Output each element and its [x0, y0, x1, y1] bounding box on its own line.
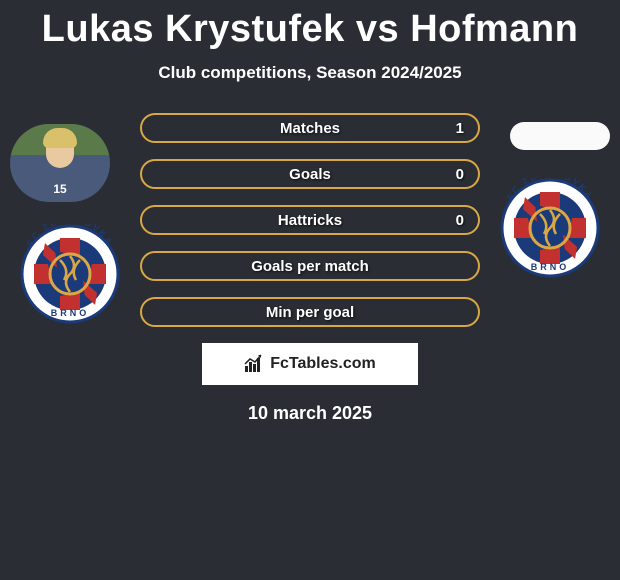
svg-text:BRNO: BRNO	[51, 308, 90, 318]
stat-label: Matches	[280, 120, 340, 137]
stat-row: Goals 0	[140, 159, 480, 189]
footer-brand-box: FcTables.com	[202, 343, 418, 385]
svg-text:BRNO: BRNO	[531, 262, 570, 272]
stat-label: Hattricks	[278, 212, 342, 229]
footer-brand-text: FcTables.com	[270, 355, 376, 373]
stat-label: Goals	[289, 166, 331, 183]
page-title: Lukas Krystufek vs Hofmann	[0, 0, 620, 51]
stat-label: Min per goal	[266, 304, 354, 321]
player-left-avatar: 15	[10, 124, 110, 202]
date-text: 10 march 2025	[0, 403, 620, 424]
club-right-badge: FC ZBROJOVKA BRNO	[500, 178, 600, 278]
stat-row: Goals per match	[140, 251, 480, 281]
stat-value-right: 0	[456, 166, 464, 183]
player-left-jersey-number: 15	[53, 182, 66, 196]
stats-container: Matches 1 Goals 0 Hattricks 0 Goals per …	[140, 113, 480, 327]
stat-value-right: 0	[456, 212, 464, 229]
club-badge-icon: FC ZBROJOVKA BRNO	[20, 224, 120, 324]
subtitle: Club competitions, Season 2024/2025	[0, 63, 620, 83]
club-left-badge: FC ZBROJOVKA BRNO	[20, 224, 120, 324]
player-right-avatar	[510, 122, 610, 150]
chart-icon	[244, 354, 266, 374]
stat-row: Min per goal	[140, 297, 480, 327]
club-badge-icon: FC ZBROJOVKA BRNO	[500, 178, 600, 278]
stat-row: Hattricks 0	[140, 205, 480, 235]
stat-row: Matches 1	[140, 113, 480, 143]
stat-label: Goals per match	[251, 258, 369, 275]
stat-value-right: 1	[456, 120, 464, 137]
